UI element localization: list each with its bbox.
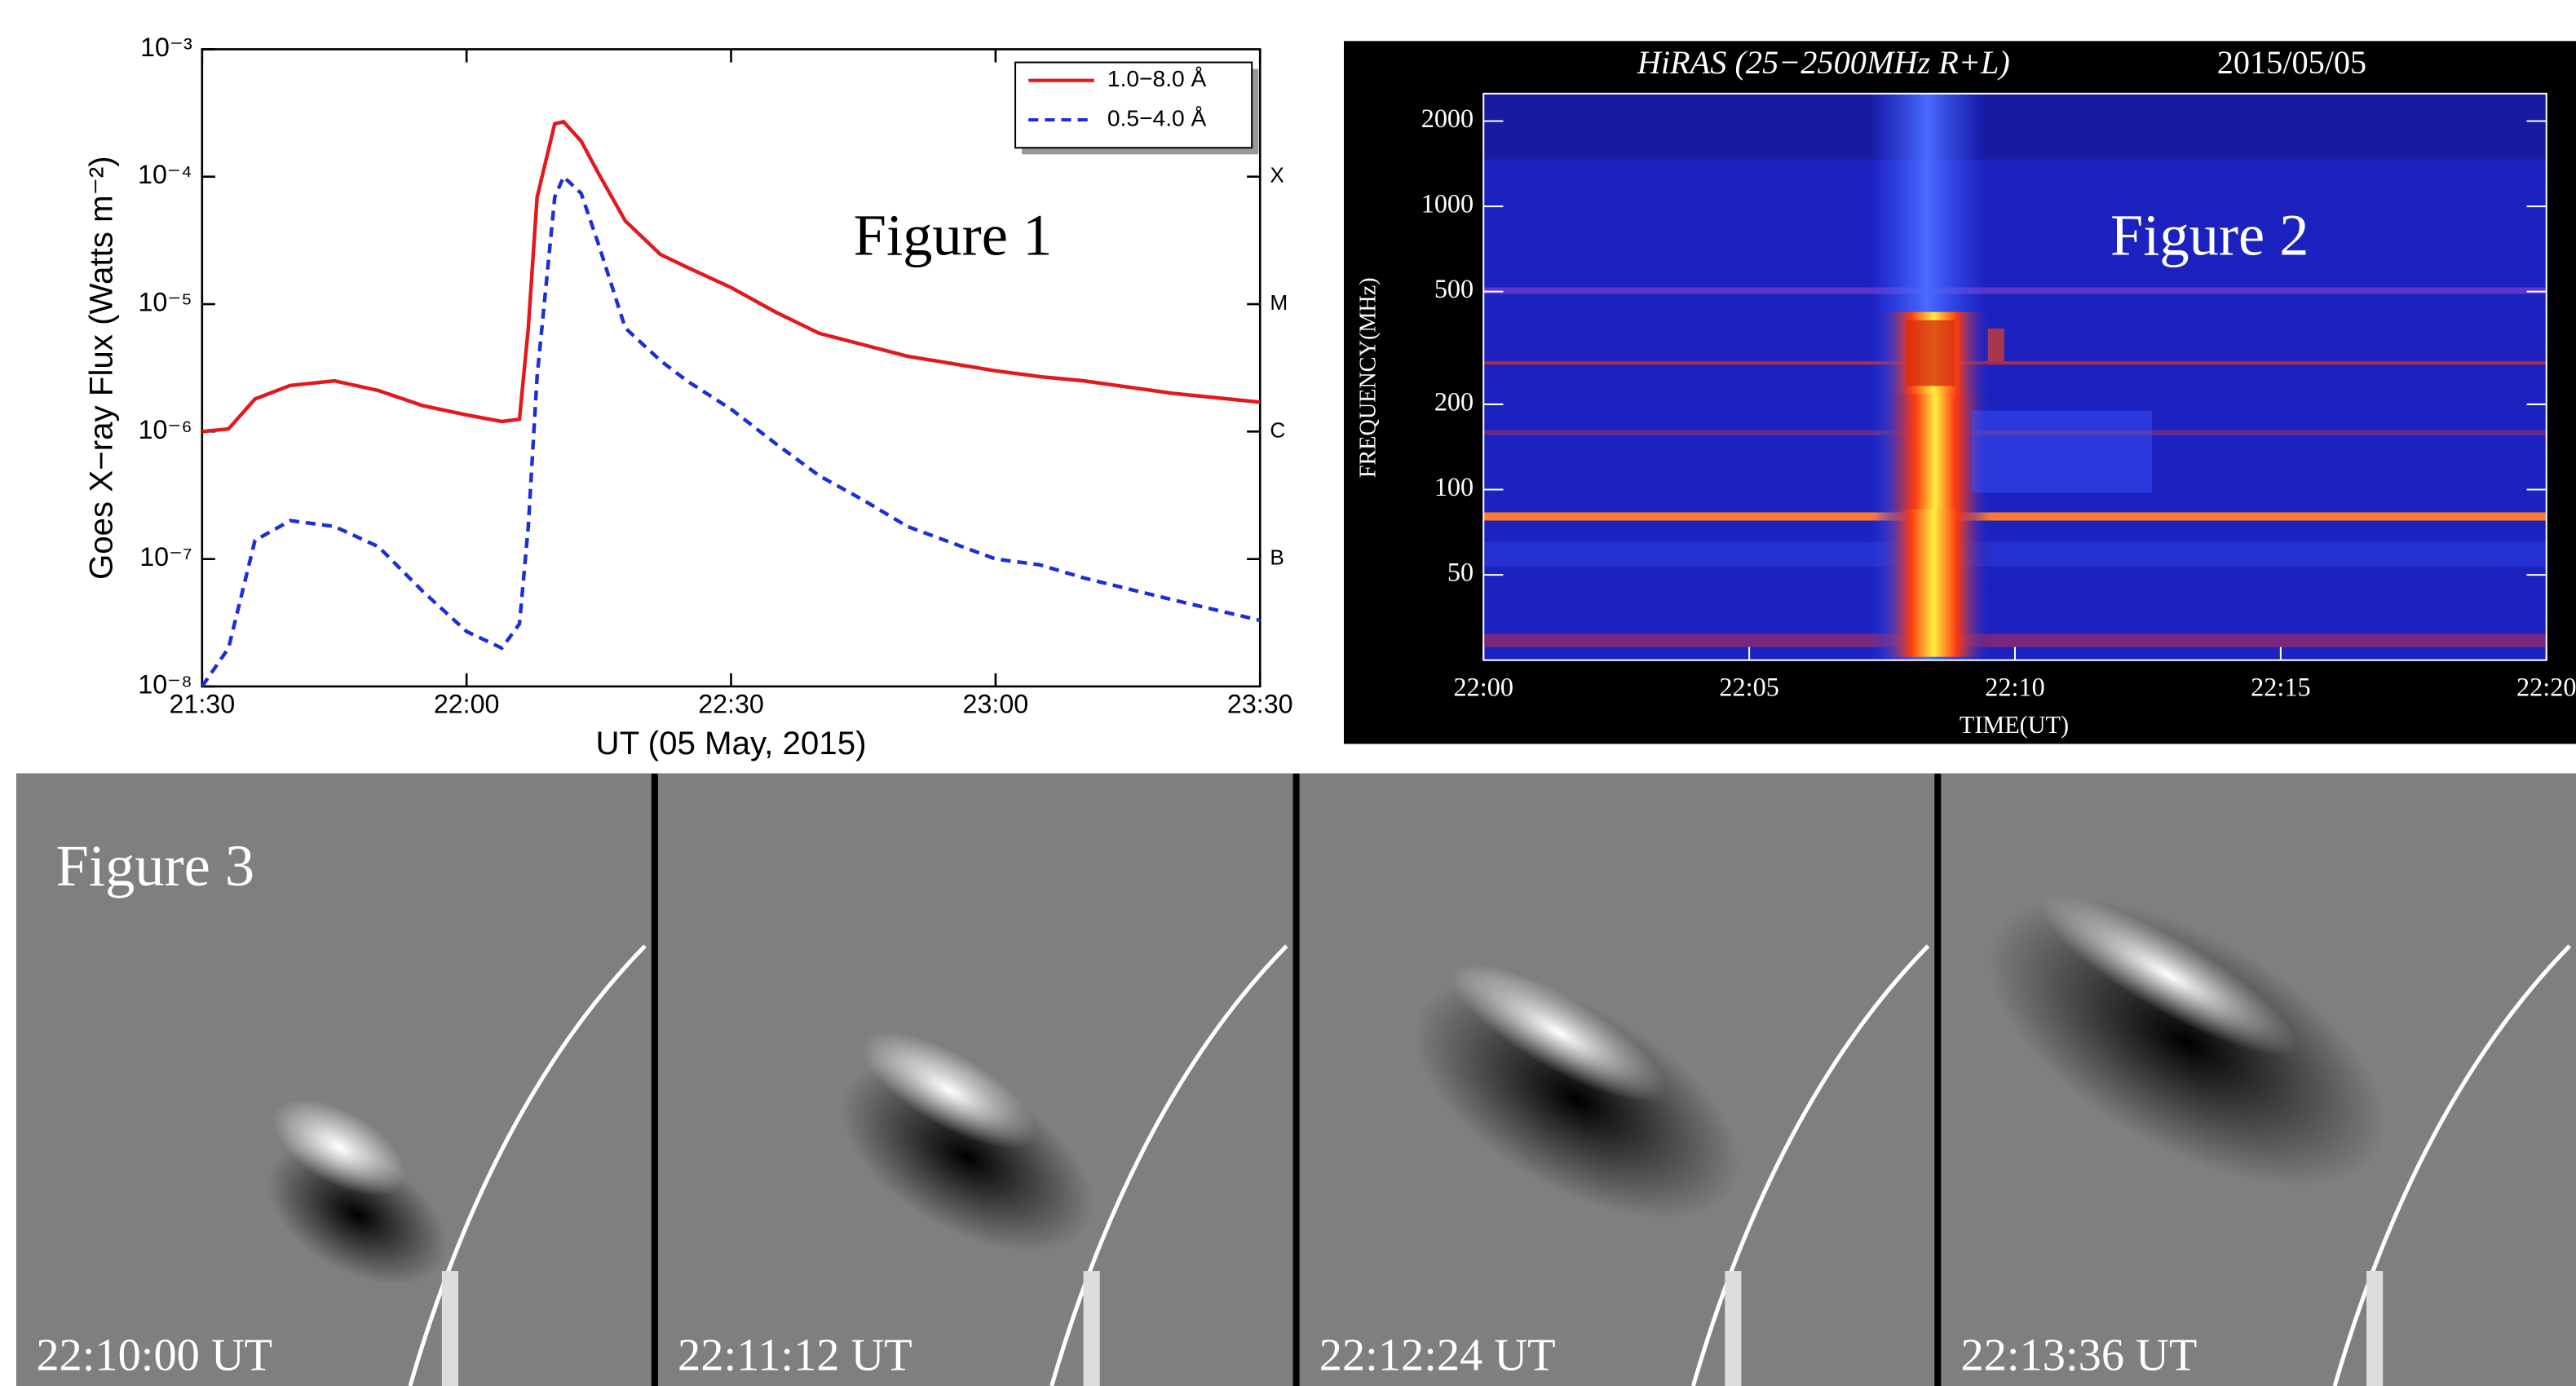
x-tick-label: 22:15 [2251,672,2310,701]
y-tick-label: 1000 [1421,188,1474,218]
x-axis-label: TIME(UT) [1960,711,2069,739]
figure-label: Figure 3 [55,832,254,898]
annotation: Figure 1 [854,202,1053,268]
band [1483,361,2547,365]
image-panel: 22:10:00 UT [16,773,652,1386]
chart-date: 2015/05/05 [2217,44,2366,81]
x-tick-label: 23:30 [1227,690,1293,719]
y-tick-label: 10⁻⁵ [139,288,192,317]
band [1483,633,2547,647]
image-panel: 22:11:12 UT [657,773,1293,1386]
x-axis-label: UT (05 May, 2015) [596,725,867,761]
frame-time: 22:11:12 UT [678,1331,912,1381]
legend-label: 0.5−4.0 Å [1107,104,1207,130]
x-tick-label: 23:00 [963,690,1029,719]
y-tick-label: 10⁻³ [140,33,192,62]
burst [1906,320,1955,386]
frame-time: 22:13:36 UT [1961,1331,2198,1381]
spectrogram-field [1483,93,2547,660]
x-tick-label: 21:30 [169,690,235,719]
ejecta-white [2039,894,2299,1056]
band [1483,512,2547,521]
y-tick-label: 200 [1434,386,1474,416]
ejecta-white [1451,963,1668,1102]
x-tick-label: 22:20 [2516,672,2576,701]
y-tick-label: 10⁻⁴ [138,160,192,189]
y-tick-label: 10⁻⁷ [139,542,192,572]
y-axis-label: FREQUENCY(MHz) [1356,277,1381,478]
ejecta-black [841,1062,1094,1252]
burst [1885,394,1985,510]
y2-tick-label: M [1270,290,1288,315]
legend [1014,61,1253,149]
occulter [1083,1271,1100,1386]
y2-tick-label: X [1270,163,1284,188]
ejecta-black [1414,980,1740,1220]
occulter [441,1271,459,1386]
y-tick-label: 500 [1434,274,1474,303]
ejecta-black [1987,898,2387,1187]
band [1483,430,2547,435]
x-tick-label: 22:00 [434,690,500,719]
y-tick-label: 10⁻⁸ [138,669,192,699]
ejecta-white [862,1031,1037,1149]
y-tick-label: 10⁻⁶ [139,415,192,444]
spectrogram-texture [1483,93,2547,660]
legend-label: 1.0−8.0 Å [1107,65,1207,91]
chart-title: HiRAS (25−2500MHz R+L) [1637,44,2010,81]
panel-image [16,773,652,1386]
x-tick-label: 22:30 [698,690,764,719]
band [1483,287,2547,294]
band [1483,541,2547,567]
occulter [2366,1271,2384,1386]
limb-arc [408,944,647,1386]
limb-arc [1049,944,1288,1386]
series-line [201,173,1261,686]
x-tick-label: 22:05 [1719,672,1778,701]
series-line [201,119,1261,434]
y-tick-label: 2000 [1421,104,1474,133]
frame-time: 22:10:00 UT [36,1331,272,1381]
y2-tick-label: C [1270,417,1285,442]
image-strip: 22:10:00 UT 22:11:12 UT 22:12:24 UT 22:13:3… [0,765,2576,1386]
annotation: Figure 2 [2110,202,2309,268]
x-tick-label: 22:10 [1985,672,2044,701]
goes-chart: Figure 1 UT (05 May, 2015) Goes X−ray Fl… [0,0,1334,766]
burst-tail [1971,410,2153,493]
limb-arc [1690,944,1930,1386]
y2-tick-label: B [1270,545,1284,570]
ejecta-white [272,1098,406,1196]
occulter [1725,1271,1742,1386]
y-axis-label: Goes X−ray Flux (Watts m⁻²) [83,156,120,580]
burst [1987,328,2004,362]
band [1483,93,2547,160]
y-tick-label: 50 [1447,558,1474,587]
image-panel: 22:13:36 UT [1941,773,2576,1386]
spectrogram-chart: HiRAS (25−2500MHz R+L) 2015/05/05 Figure… [1343,41,2576,744]
limb-arc [2332,944,2572,1386]
y-tick-label: 100 [1434,472,1474,501]
x-tick-label: 22:00 [1454,672,1513,701]
frame-time: 22:12:24 UT [1319,1331,1556,1381]
image-panel: 22:12:24 UT [1299,773,1935,1386]
